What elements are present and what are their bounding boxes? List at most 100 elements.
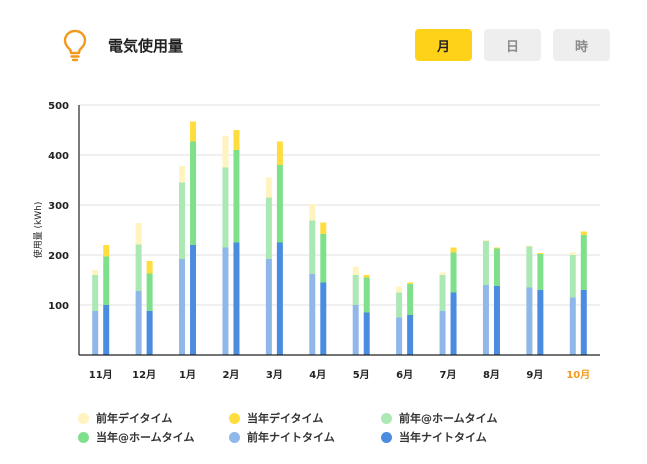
legend-item-curr-night: 当年ナイトタイム	[381, 429, 487, 445]
bar-curr-night	[537, 290, 544, 355]
y-axis-label: 使用量 (kWh)	[32, 202, 44, 259]
tab-month[interactable]: 月	[415, 29, 472, 61]
x-tick-label: 11月	[89, 369, 113, 381]
x-tick-label: 5月	[353, 369, 370, 381]
bar-prev-night	[439, 311, 446, 355]
bar-curr-home	[190, 141, 197, 245]
bar-curr-day	[190, 121, 197, 142]
bar-curr-night	[450, 292, 457, 355]
bar-prev-night	[309, 274, 316, 355]
bar-prev-day	[179, 166, 186, 183]
bar-curr-day	[363, 275, 370, 278]
legend-swatch	[229, 412, 240, 424]
y-tick-label: 100	[48, 301, 69, 312]
bar-prev-night	[352, 305, 359, 355]
bar-prev-day	[396, 286, 403, 293]
x-tick-label: 3月	[266, 369, 283, 381]
lightbulb-icon	[63, 29, 87, 62]
bar-prev-day	[439, 272, 446, 275]
legend-item-prev-day: 前年デイタイム	[78, 410, 172, 426]
bar-curr-home	[407, 284, 414, 315]
bar-curr-day	[320, 222, 327, 234]
bar-prev-home	[482, 241, 489, 285]
bar-prev-day	[92, 270, 99, 275]
bar-curr-home	[537, 254, 544, 290]
bar-curr-night	[190, 245, 197, 355]
x-tick-label: 1月	[179, 369, 196, 381]
bar-curr-home	[276, 165, 283, 243]
bar-prev-home	[569, 255, 576, 298]
x-tick-label: 8月	[483, 369, 500, 381]
legend-swatch	[381, 412, 392, 424]
bar-curr-night	[407, 315, 414, 355]
bar-prev-day	[135, 223, 142, 245]
legend-item-prev-night: 前年ナイトタイム	[229, 429, 335, 445]
bar-prev-night	[135, 291, 142, 355]
bar-curr-day	[450, 247, 457, 253]
legend-item-prev-home: 前年@ホームタイム	[381, 410, 497, 426]
legend: 前年デイタイム 当年デイタイム 前年@ホームタイム 当年@ホームタイム 前年ナイ…	[0, 404, 647, 464]
legend-label: 前年デイタイム	[96, 412, 173, 425]
bar-curr-home	[146, 273, 153, 311]
bar-curr-night	[493, 286, 500, 355]
bar-curr-day	[407, 282, 414, 284]
bar-prev-night	[569, 297, 576, 355]
bar-prev-day	[265, 177, 272, 198]
bar-prev-home	[222, 167, 229, 248]
bar-curr-day	[493, 247, 500, 249]
bar-prev-home	[439, 275, 446, 311]
y-tick-label: 400	[48, 151, 69, 162]
y-tick-label: 200	[48, 251, 69, 262]
bar-prev-day	[482, 240, 489, 241]
legend-label: 前年ナイトタイム	[247, 431, 335, 444]
bar-prev-night	[265, 259, 272, 355]
legend-label: 当年@ホームタイム	[96, 431, 195, 444]
bar-curr-home	[233, 150, 240, 243]
bar-prev-home	[396, 292, 403, 318]
x-tick-label: 2月	[222, 369, 239, 381]
page-title: 電気使用量	[108, 37, 184, 55]
bar-prev-day	[569, 252, 576, 255]
bar-curr-day	[103, 245, 110, 257]
bar-prev-night	[526, 287, 533, 355]
bar-curr-night	[580, 290, 587, 355]
x-tick-label: 7月	[440, 369, 457, 381]
x-tick-label: 6月	[396, 369, 413, 381]
y-tick-label: 300	[48, 201, 69, 212]
y-tick-label: 500	[48, 101, 69, 112]
legend-swatch	[229, 431, 240, 443]
bar-curr-home	[580, 235, 587, 290]
usage-chart: 100 200 300 400 500 使用量 (kWh) 11月 12月 1月 2月 3月 4月 5月…	[32, 101, 600, 381]
bar-curr-night	[146, 311, 153, 355]
bar-prev-home	[352, 275, 359, 305]
bar-curr-night	[103, 305, 110, 355]
legend-swatch	[78, 431, 89, 443]
legend-label: 当年ナイトタイム	[399, 431, 487, 444]
bar-curr-night	[320, 282, 327, 355]
legend-label: 前年@ホームタイム	[399, 412, 498, 425]
bar-prev-day	[309, 204, 316, 221]
bar-curr-day	[537, 253, 544, 254]
bar-curr-night	[276, 242, 283, 355]
bar-curr-home	[103, 256, 110, 305]
bar-prev-day	[352, 266, 359, 275]
bar-prev-night	[179, 259, 186, 355]
bar-prev-home	[135, 244, 142, 291]
bar-curr-home	[320, 234, 327, 283]
bar-prev-home	[179, 182, 186, 259]
header: 電気使用量 月 日 時	[0, 0, 647, 80]
bar-curr-night	[363, 312, 370, 355]
bar-curr-day	[580, 231, 587, 235]
bar-prev-night	[482, 285, 489, 355]
bar-curr-home	[363, 277, 370, 313]
tab-hour[interactable]: 時	[553, 29, 610, 61]
bar-curr-day	[276, 141, 283, 165]
tab-day[interactable]: 日	[484, 29, 541, 61]
bar-prev-day	[222, 136, 229, 168]
x-tick-label: 4月	[309, 369, 326, 381]
bar-prev-night	[222, 247, 229, 355]
x-tick-label: 9月	[526, 369, 543, 381]
legend-swatch	[381, 431, 392, 443]
bar-prev-home	[265, 197, 272, 259]
bar-prev-night	[92, 311, 99, 355]
